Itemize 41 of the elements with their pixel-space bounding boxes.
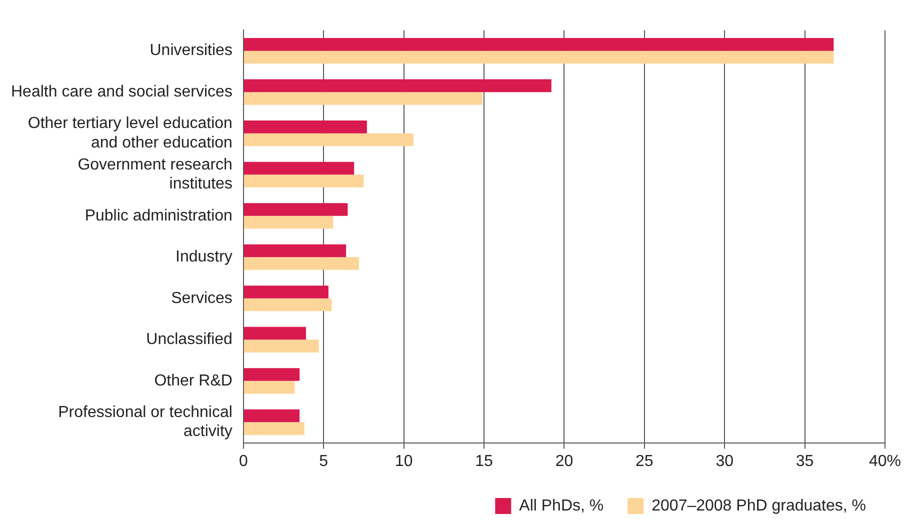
bar: [244, 120, 367, 134]
bar: [244, 368, 300, 381]
bar: [244, 422, 304, 435]
bar: [244, 340, 319, 352]
y-tick-label: Universities: [150, 42, 232, 60]
bar: [244, 286, 328, 298]
x-tick-label: 40%: [868, 452, 902, 470]
y-tick-label: Unclassified: [146, 331, 232, 348]
bar: [244, 326, 306, 340]
y-tick-label: Government research institutes: [78, 156, 232, 193]
y-tick-label: Public administration: [84, 207, 232, 224]
bar: [244, 38, 834, 51]
x-tick-label: 35: [796, 452, 814, 470]
y-tick-label: Other R&D: [154, 372, 232, 390]
x-tick-label: 20: [555, 452, 574, 470]
y-tick-label: Industry: [176, 248, 232, 266]
bar: [244, 79, 552, 92]
y-tick-label: Other tertiary level education and other education: [28, 115, 232, 152]
bar: [244, 133, 414, 146]
bar: [244, 380, 295, 394]
legend-label: All PhDs, %: [519, 497, 604, 514]
x-tick-label: 5: [319, 452, 328, 470]
x-tick-label: 0: [238, 452, 248, 470]
bar: [244, 216, 334, 229]
bar: [244, 298, 332, 312]
x-tick-label: 25: [636, 452, 654, 470]
bar: [244, 244, 346, 258]
x-tick-label: 10: [394, 452, 413, 470]
x-tick-label: 15: [475, 452, 494, 470]
bar: [244, 257, 359, 270]
y-tick-label: Health care and social services: [11, 83, 232, 100]
x-tick-label: 30: [716, 452, 734, 470]
legend-label: 2007–2008 PhD graduates, %: [652, 497, 866, 514]
bar: [244, 174, 364, 188]
bar: [244, 50, 834, 64]
y-tick-label: Professional or technical activity: [58, 404, 232, 440]
bar: [244, 92, 482, 105]
bar: [244, 203, 348, 216]
bar: [244, 409, 300, 422]
bar: [244, 162, 354, 175]
y-tick-label: Services: [171, 290, 232, 307]
